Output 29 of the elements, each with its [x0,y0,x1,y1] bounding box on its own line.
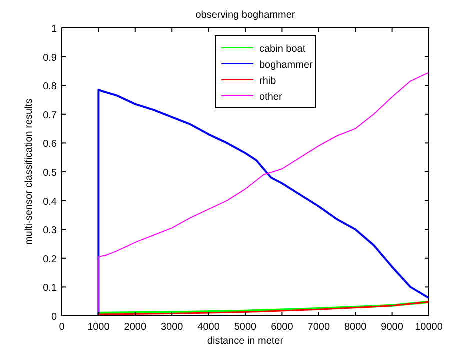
legend-label: boghammer [260,60,314,71]
legend-label: rhib [260,76,277,87]
y-tick-label: 1 [51,24,58,35]
legend-label: other [260,92,283,103]
x-tick-label: 6000 [271,322,294,333]
x-tick-label: 4000 [198,322,220,333]
chart-title: observing boghammer [196,10,296,21]
y-tick-label: 0.6 [43,139,58,150]
x-tick-label: 2000 [124,322,147,333]
x-axis-title: distance in meter [207,336,284,347]
y-tick-label: 0.7 [43,110,58,122]
x-tick-label: 7000 [308,322,330,333]
legend-label: cabin boat [260,44,306,55]
y-tick-label: 0.1 [43,283,58,294]
x-tick-label: 3000 [160,322,184,333]
y-tick-label: 0.2 [43,254,58,266]
y-tick-label: 0.9 [43,52,58,64]
x-tick-label: 10000 [415,322,444,333]
x-tick-label: 1000 [88,322,110,333]
y-tick-label: 0.5 [43,168,58,179]
x-tick-label: 8000 [344,322,368,333]
x-tick-label: 9000 [381,322,404,333]
x-tick-label: 5000 [234,322,258,333]
y-tick-label: 0.3 [43,226,58,237]
y-axis-title: multi-sensor classification results [24,98,35,246]
y-tick-label: 0.8 [43,82,58,93]
x-tick-label: 0 [59,322,66,333]
y-tick-label: 0.4 [43,196,58,208]
y-tick-label: 0 [51,312,58,323]
